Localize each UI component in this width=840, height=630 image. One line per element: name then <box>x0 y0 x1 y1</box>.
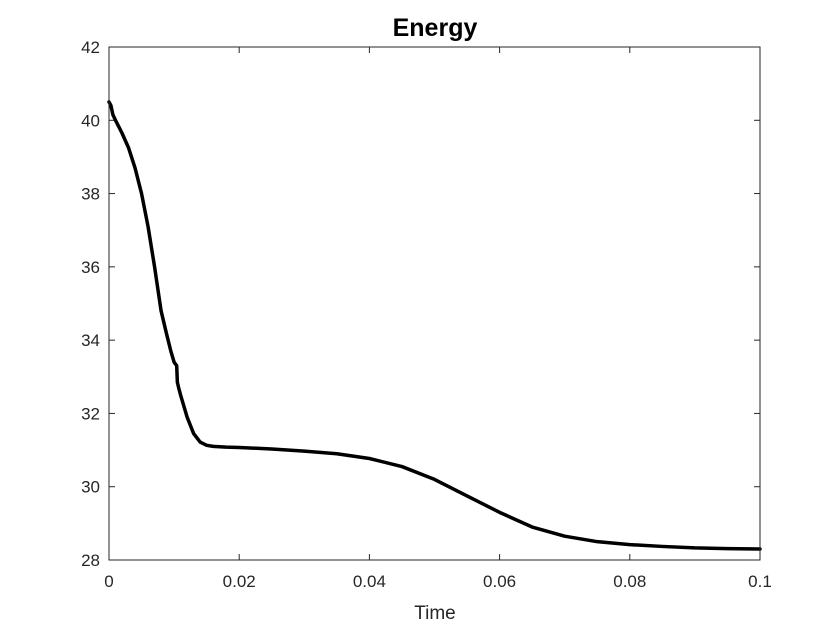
x-tick-label: 0.1 <box>748 572 772 591</box>
x-tick-label: 0.02 <box>223 572 256 591</box>
y-tick-label: 42 <box>81 38 100 57</box>
chart-title: Energy <box>393 14 478 42</box>
x-tick-label: 0.08 <box>613 572 646 591</box>
y-tick-label: 36 <box>81 258 100 277</box>
y-tick-label: 30 <box>81 478 100 497</box>
y-tick-label: 28 <box>81 551 100 570</box>
y-tick-label: 40 <box>81 111 100 130</box>
x-axis-label: Time <box>414 603 456 624</box>
y-tick-label: 32 <box>81 404 100 423</box>
y-tick-label: 38 <box>81 185 100 204</box>
energy-series-line <box>107 100 762 551</box>
axes-box <box>108 46 761 561</box>
x-tick-label: 0.04 <box>353 572 386 591</box>
x-tick-label: 0 <box>104 572 113 591</box>
y-tick-label: 34 <box>81 331 100 350</box>
x-tick-label: 0.06 <box>483 572 516 591</box>
plot-area <box>109 47 760 560</box>
